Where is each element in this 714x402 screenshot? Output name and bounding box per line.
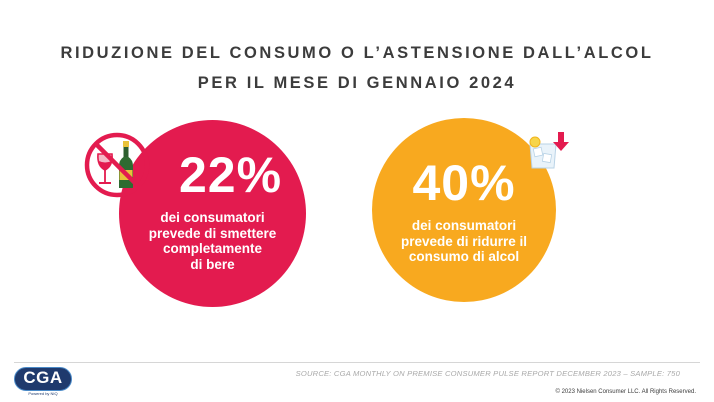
stat-percent: 40% — [412, 155, 516, 211]
copyright-note: © 2023 Nielsen Consumer LLC. All Rights … — [555, 389, 697, 395]
ice-drink-down-icon — [529, 132, 569, 169]
stat-description-line: prevede di ridurre il — [400, 233, 528, 249]
page-title: RIDUZIONE DEL CONSUMO O L’ASTENSIONE DAL… — [0, 38, 714, 98]
stat-description-line: dei consumatori — [160, 210, 265, 225]
logo-badge — [14, 367, 72, 391]
stat-circle-reduce-drinking: 40% dei consumatori prevede di ridurre i… — [372, 118, 556, 302]
source-note: SOURCE: CGA MONTHLY ON PREMISE CONSUMER … — [295, 369, 680, 378]
title-line-2: PER IL MESE DI GENNAIO 2024 — [197, 74, 517, 92]
stat-description-line: consumo di alcol — [408, 249, 520, 264]
stat-description-line: di bere — [190, 256, 235, 272]
title-line-1: RIDUZIONE DEL CONSUMO O L’ASTENSIONE DAL… — [60, 44, 654, 62]
stat-description-line: completamente — [162, 241, 263, 256]
no-alcohol-icon — [84, 132, 150, 198]
footer-divider — [14, 362, 700, 363]
stat-description-line: prevede di smettere — [148, 225, 277, 241]
stat-description: dei consumatori prevede di ridurre il co… — [372, 218, 556, 265]
cga-logo: CGA Powered by NIQ — [14, 367, 72, 397]
logo-tagline: Powered by NIQ — [28, 391, 58, 396]
stat-description-line: dei consumatori — [411, 218, 517, 233]
stat-description: dei consumatori prevede di smettere comp… — [119, 210, 306, 272]
logo-text: CGA — [23, 368, 63, 387]
stat-percent: 22% — [178, 147, 283, 203]
stat-circle-stop-drinking: 22% dei consumatori prevede di smettere … — [119, 120, 306, 307]
